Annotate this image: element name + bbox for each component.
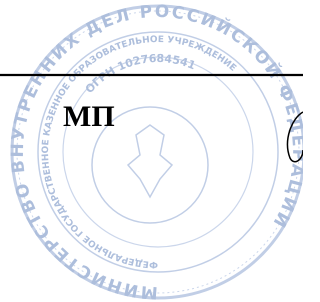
stamp-ring [38, 32, 278, 272]
stamp: МИНИСТЕРСТВО ВНУТРЕННИХ ДЕЛ РОССИЙСКОЙ Ф… [8, 2, 303, 302]
stamp-emblem [128, 125, 172, 197]
document: МИНИСТЕРСТВО ВНУТРЕННИХ ДЕЛ РОССИЙСКОЙ Ф… [0, 0, 303, 302]
mp-label: МП [63, 100, 115, 133]
page: МИНИСТЕРСТВО ВНУТРЕННИХ ДЕЛ РОССИЙСКОЙ Ф… [0, 0, 303, 302]
